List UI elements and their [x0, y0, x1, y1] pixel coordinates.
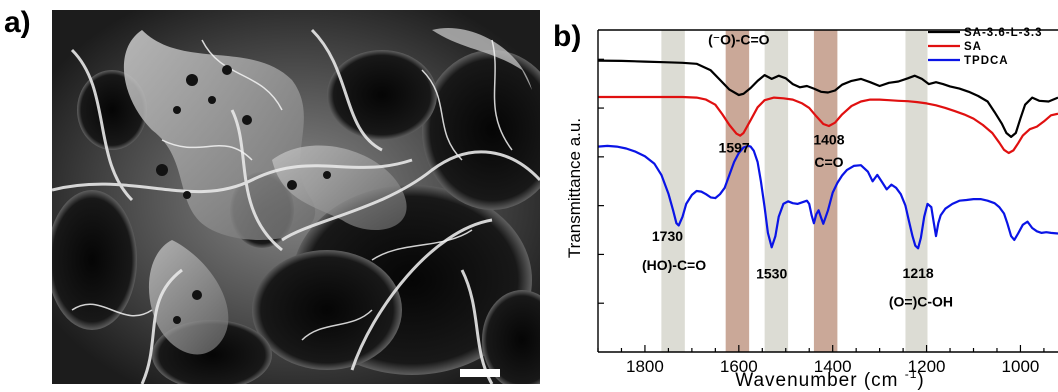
panel-a-label: a)	[4, 6, 31, 39]
sem-image	[52, 10, 540, 384]
annotation-1: 1597	[719, 139, 750, 155]
series-line-1	[598, 95, 1058, 155]
band-2	[764, 30, 789, 352]
y-axis-title: Transmittance a.u.	[565, 118, 584, 258]
chart-axes: 1800 1600 1400 1200 1000 Wavenumber (cm -1) Tr…	[565, 29, 1058, 391]
chart-legend: SA-3.6-L-3.3 SA TPDCA	[928, 27, 1042, 67]
x-tick-label-1400: 1400	[814, 357, 852, 376]
annotation-0: (⁻O)-C=O	[708, 31, 770, 47]
series-line-2	[597, 144, 1058, 250]
band-3	[813, 30, 838, 352]
x-tick-label-1200: 1200	[908, 357, 946, 376]
x-tick-label-1800: 1800	[626, 357, 664, 376]
band-highlights	[661, 30, 928, 352]
peak-annotations: (⁻O)-C=O 1597 1408 C=O 1730 (HO)-C=O 1530 1218 (…	[642, 31, 953, 309]
x-tick-label-1600: 1600	[720, 357, 758, 376]
series-line-0	[597, 59, 1058, 138]
scale-bar	[460, 369, 500, 377]
band-0	[661, 30, 685, 352]
spectra-lines	[597, 59, 1058, 250]
annotation-2: 1408	[813, 131, 844, 147]
annotation-3: C=O	[814, 154, 843, 170]
panel-b-label: b)	[553, 20, 582, 53]
annotation-4: 1730	[652, 228, 683, 244]
band-4	[905, 30, 928, 352]
legend-label-0: SA-3.6-L-3.3	[964, 27, 1042, 39]
legend-label-1: SA	[964, 41, 982, 53]
annotation-5: (HO)-C=O	[642, 257, 706, 273]
sem-micrograph	[52, 10, 540, 384]
annotation-8: (O=)C-OH	[889, 293, 953, 309]
x-axis-title: Wavenumber (cm -1)	[735, 367, 925, 391]
annotation-7: 1218	[903, 265, 934, 281]
band-1	[725, 30, 750, 352]
legend-label-2: TPDCA	[964, 55, 1009, 67]
annotation-6: 1530	[756, 266, 787, 282]
x-tick-label-1000: 1000	[1002, 357, 1040, 376]
